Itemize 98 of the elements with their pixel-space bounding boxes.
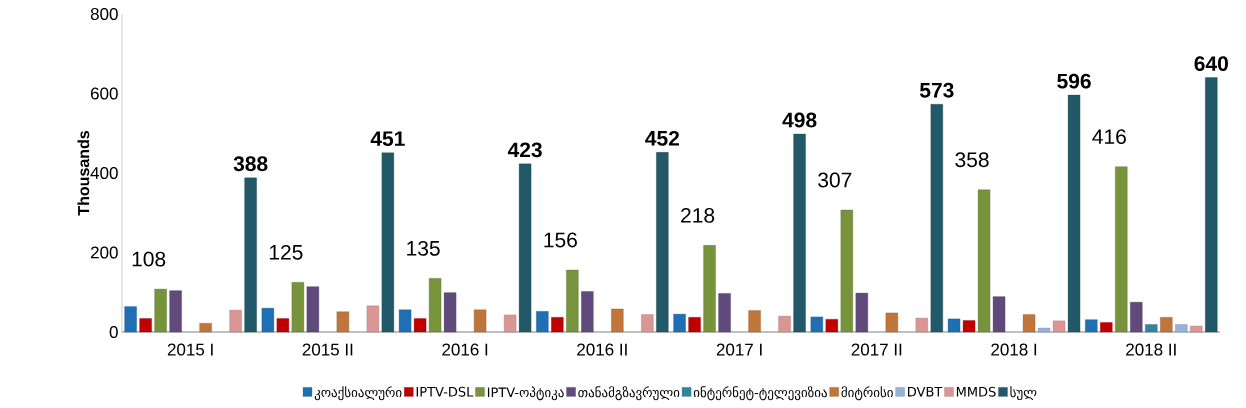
- bar: [1037, 327, 1051, 333]
- y-tick-label: 400: [90, 166, 118, 180]
- bar: [810, 316, 823, 333]
- data-label: 416: [1092, 129, 1126, 145]
- legend-label: ინტერნეტ-ტელევიზია: [693, 386, 827, 401]
- y-tick-label: 0: [109, 325, 118, 339]
- bar: [366, 305, 380, 333]
- bar: [688, 317, 701, 333]
- bar: [748, 310, 761, 333]
- bar: [1085, 319, 1098, 333]
- bar: [793, 133, 806, 333]
- legend-label: IPTV-ოპტიკა: [487, 386, 564, 401]
- data-label: 423: [507, 142, 542, 158]
- data-label: 307: [818, 172, 852, 188]
- bar: [518, 163, 532, 333]
- bar: [825, 319, 838, 333]
- bar: [840, 209, 853, 333]
- data-label: 573: [919, 82, 954, 98]
- bar: [1115, 166, 1128, 333]
- data-label: 596: [1057, 73, 1091, 89]
- bar: [398, 309, 412, 333]
- x-tick-label: 2018 II: [1126, 343, 1176, 356]
- data-label: 452: [645, 130, 680, 146]
- data-label: 125: [269, 244, 303, 260]
- legend-label: IPTV-DSL: [416, 386, 474, 397]
- bar: [503, 314, 517, 333]
- bar: [992, 296, 1006, 333]
- bar: [778, 315, 791, 333]
- bar: [656, 152, 669, 333]
- bar: [915, 317, 928, 333]
- bar: [139, 318, 152, 333]
- data-label: 451: [370, 131, 405, 147]
- bar: [611, 308, 624, 333]
- y-tick-label: 200: [90, 246, 118, 259]
- bar: [1130, 302, 1143, 333]
- bar: [1067, 94, 1081, 333]
- bar: [551, 317, 564, 333]
- bar: [855, 292, 868, 333]
- x-tick-label: 2018 I: [991, 343, 1037, 356]
- bar: [154, 288, 167, 333]
- bar: [1175, 324, 1188, 333]
- x-tick-label: 2016 II: [577, 343, 627, 356]
- legend-label: მიტრისი: [841, 386, 893, 401]
- bar: [413, 318, 427, 333]
- bar: [306, 286, 320, 333]
- bar: [428, 278, 442, 333]
- data-label: 640: [1194, 56, 1228, 72]
- bar: [276, 318, 290, 333]
- bar: [536, 311, 549, 333]
- bar: [124, 306, 137, 333]
- bar: [581, 291, 594, 333]
- data-label: 358: [955, 152, 989, 168]
- bar: [641, 314, 654, 333]
- x-tick-label: 2015 I: [167, 343, 213, 356]
- x-tick-label: 2016 I: [442, 343, 488, 356]
- bar: [962, 320, 976, 333]
- data-label: 135: [407, 240, 440, 256]
- legend-label: სულ: [1010, 386, 1037, 401]
- bar: [443, 292, 457, 333]
- x-tick-label: 2017 II: [851, 343, 902, 356]
- bar: [261, 308, 275, 333]
- bar: [199, 323, 212, 333]
- data-label: 498: [782, 112, 817, 128]
- bar: [947, 318, 961, 333]
- y-tick-label: 800: [90, 7, 118, 21]
- legend-label: კოაქსიალური: [314, 386, 402, 401]
- bar: [566, 269, 579, 333]
- x-tick-label: 2017 I: [716, 343, 762, 356]
- bar: [1100, 322, 1113, 333]
- bar: [381, 152, 395, 333]
- bar: [673, 313, 686, 333]
- bar: [244, 177, 257, 333]
- bar: [1190, 325, 1203, 333]
- y-tick-label: 600: [90, 87, 118, 100]
- bar: [1022, 314, 1036, 333]
- bar: [336, 311, 350, 333]
- bar: [703, 245, 716, 333]
- y-axis-title: Thousands: [77, 130, 90, 216]
- x-tick-label: 2015 II: [302, 343, 353, 356]
- legend-label: თანამგზავრული: [578, 386, 680, 401]
- data-label: 218: [681, 207, 715, 223]
- legend-label: DVBT: [908, 386, 943, 397]
- data-label: 156: [544, 232, 577, 248]
- bar: [473, 309, 487, 333]
- data-label: 388: [233, 156, 268, 172]
- bar: [1052, 320, 1066, 333]
- bar: [885, 312, 898, 333]
- bar: [1160, 317, 1173, 333]
- bar: [930, 104, 943, 333]
- data-label: 108: [132, 251, 166, 267]
- bar: [229, 309, 242, 333]
- bar: [977, 189, 991, 333]
- bar: [718, 293, 731, 333]
- bar: [169, 290, 182, 333]
- bar: [291, 282, 305, 333]
- bar: [1205, 77, 1218, 333]
- legend-label: MMDS: [956, 386, 996, 397]
- bar: [1145, 324, 1158, 333]
